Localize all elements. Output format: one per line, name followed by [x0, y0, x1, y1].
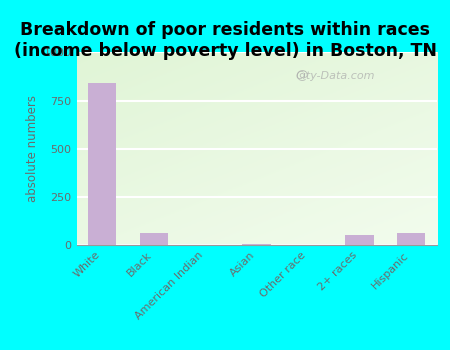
Bar	[243, 244, 270, 245]
Bar	[345, 235, 374, 245]
Bar	[140, 233, 168, 245]
Text: Breakdown of poor residents within races
(income below poverty level) in Boston,: Breakdown of poor residents within races…	[14, 21, 436, 60]
Text: @: @	[295, 69, 308, 82]
Bar	[88, 83, 117, 245]
Y-axis label: absolute numbers: absolute numbers	[27, 95, 40, 202]
Bar	[396, 233, 425, 245]
Text: City-Data.com: City-Data.com	[296, 71, 375, 80]
